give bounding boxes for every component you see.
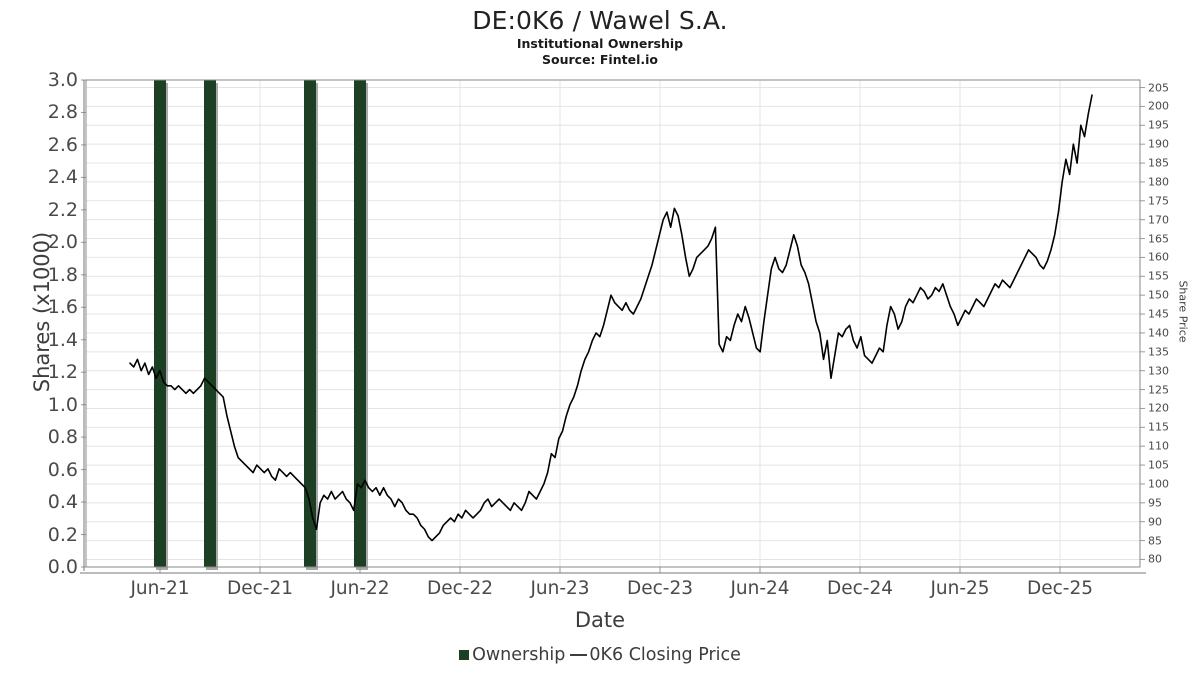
y-axis-right-tick-label: 85 [1148, 534, 1162, 548]
y-axis-left-tick-label: 1.6 [47, 296, 78, 319]
y-axis-right-tick-label: 200 [1148, 99, 1169, 113]
y-axis-left-tick-label: 2.6 [47, 133, 78, 156]
y-axis-left-tick-label: 0.2 [47, 523, 78, 546]
y-axis-right-tick-label: 145 [1148, 307, 1169, 321]
y-axis-left-tick-label: 1.8 [47, 263, 78, 286]
y-axis-right-tick-label: 185 [1148, 156, 1169, 170]
y-axis-right-tick-label: 170 [1148, 213, 1169, 227]
x-axis-tick-label: Dec-23 [626, 578, 694, 599]
y-axis-right-tick-label: 205 [1148, 81, 1169, 95]
y-axis-left-tick-label: 3.0 [47, 69, 78, 91]
y-axis-left-tick-label: 0.4 [47, 491, 78, 514]
y-axis-right-tick-label: 100 [1148, 477, 1169, 491]
y-axis-right-tick-label: 165 [1148, 232, 1169, 246]
x-axis-tick-label: Dec-21 [226, 578, 294, 599]
price-line [129, 94, 1093, 542]
ownership-legend-swatch [459, 650, 470, 660]
y-axis-right-tick-label: 140 [1148, 326, 1169, 340]
chart-title: DE:0K6 / Wawel S.A. [472, 6, 728, 35]
y-axis-right-tick-label: 150 [1148, 288, 1169, 302]
grid-lines [81, 79, 1145, 573]
y-axis-right-tick-label: 110 [1148, 439, 1169, 453]
y-axis-right-tick-label: 190 [1148, 137, 1169, 151]
price-legend-label: 0K6 Closing Price [589, 645, 741, 665]
x-axis-tick-label: Jun-23 [530, 578, 590, 599]
y-axis-right-tick-label: 135 [1148, 345, 1169, 359]
y-axis-left-tick-label: 2.4 [47, 166, 78, 189]
y-axis-left-ticks: 0.0 0.2 0.4 0.6 0.8 1.0 1.2 1.4 1.6 1.8 2.0 2.2 2.4 2… [0, 0, 78, 675]
y-axis-right-tick-label: 160 [1148, 250, 1169, 264]
ownership-legend-label: Ownership [472, 645, 566, 665]
y-axis-right-tick-label: 130 [1148, 364, 1169, 378]
x-axis-tick-label: Dec-25 [1026, 578, 1094, 599]
y-axis-right-tick-label: 115 [1148, 420, 1169, 434]
y-axis-right-tick-label: 80 [1148, 552, 1162, 566]
y-axis-right-tick-label: 90 [1148, 515, 1162, 529]
chart-source: Source: Fintel.io [542, 52, 658, 67]
y-axis-left-tick-label: 2.8 [47, 101, 78, 124]
y-axis-left-tick-label: 0.6 [47, 458, 78, 481]
y-axis-right-ticks: 80 85 90 95 100 105 110 115 120 125 130 135 140 145 15… [1148, 0, 1200, 675]
y-axis-right-tick-label: 195 [1148, 118, 1169, 132]
y-axis-right-tick-label: 155 [1148, 269, 1169, 283]
y-axis-left-tick-label: 2.2 [47, 198, 78, 221]
plot-frame [80, 79, 1146, 574]
chart-legend: Ownership 0K6 Closing Price [0, 645, 1200, 665]
y-axis-right-tick-label: 105 [1148, 458, 1169, 472]
y-axis-right-tick-label: 175 [1148, 194, 1169, 208]
y-axis-right-tick-label: 125 [1148, 383, 1169, 397]
price-legend-line [570, 654, 588, 656]
x-axis-tick-label: Dec-22 [426, 578, 494, 599]
chart-subtitle: Institutional Ownership [516, 36, 684, 51]
y-axis-left-tick-label: 2.0 [47, 231, 78, 254]
x-axis-tick-label: Jun-22 [330, 578, 390, 599]
x-axis-tick-label: Dec-24 [826, 578, 894, 599]
y-axis-right-tick-label: 95 [1148, 496, 1162, 510]
y-axis-left-tick-label: 1.2 [47, 361, 78, 384]
y-axis-left-tick-label: 0.0 [47, 556, 78, 578]
y-axis-right-tick-label: 120 [1148, 401, 1169, 415]
x-axis-tick-label: Jun-24 [730, 578, 790, 599]
y-axis-left-tick-label: 1.0 [47, 393, 78, 416]
x-axis-tick-label: Jun-25 [930, 578, 990, 599]
y-axis-right-tick-label: 180 [1148, 175, 1169, 189]
x-axis-title: Date [574, 608, 626, 632]
y-axis-left-tick-label: 0.8 [47, 426, 78, 449]
x-axis-tick-label: Jun-21 [130, 578, 190, 599]
chart-header: DE:0K6 / Wawel S.A. Institutional Owners… [0, 6, 1200, 68]
y-axis-left-tick-label: 1.4 [47, 328, 78, 351]
ownership-bars [154, 80, 368, 570]
